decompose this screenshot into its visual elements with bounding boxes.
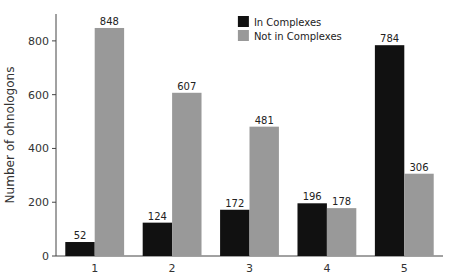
bar [375,45,404,256]
x-tick-label: 1 [91,262,98,275]
data-label: 124 [148,211,167,222]
bar [220,210,249,256]
bar [297,203,326,256]
data-label: 178 [332,196,351,207]
bar [327,208,356,256]
y-tick-label: 200 [28,196,49,209]
data-label: 52 [74,230,87,241]
y-tick-label: 0 [42,250,49,263]
data-label: 196 [303,191,322,202]
legend-label: Not in Complexes [254,31,342,42]
bar [143,223,172,256]
data-label: 607 [177,81,196,92]
y-tick-label: 800 [28,35,49,48]
y-tick [52,256,56,257]
y-tick [52,94,56,95]
data-label: 848 [100,16,119,27]
y-tick [52,40,56,41]
y-axis-label: Number of ohnologons [3,67,17,204]
bars [65,28,433,256]
x-tick-label: 5 [401,262,408,275]
bar [250,127,279,256]
y-tick [52,148,56,149]
data-label: 172 [225,198,244,209]
legend-swatch [238,30,249,41]
legend-swatch [238,16,249,27]
y-axis-line [56,14,57,256]
x-tick-label: 2 [169,262,176,275]
bar [95,28,124,256]
bar [65,242,94,256]
data-label: 481 [255,115,274,126]
bar [172,93,201,256]
bar [404,174,433,256]
x-tick-label: 3 [246,262,253,275]
legend: In Complexes Not in Complexes [238,16,342,42]
legend-label: In Complexes [254,17,321,28]
y-tick [52,202,56,203]
chart: 0 200 400 600 800 Number of ohnologons 1 2 3 4 5 52… [0,0,453,280]
data-label: 306 [409,162,428,173]
x-tick-label: 4 [323,262,330,275]
y-tick-label: 600 [28,89,49,102]
y-tick-label: 400 [28,142,49,155]
data-label: 784 [380,33,399,44]
